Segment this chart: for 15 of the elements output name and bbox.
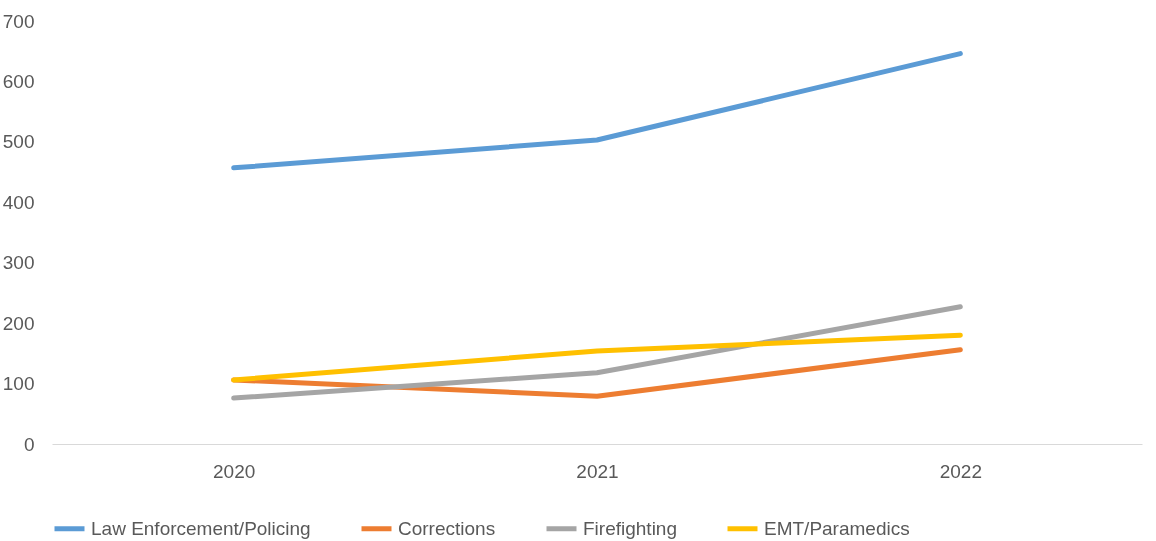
legend-label: Corrections — [398, 517, 496, 539]
y-tick-label: 400 — [2, 191, 35, 213]
legend-label: EMT/Paramedics — [764, 517, 910, 539]
y-tick-label: 200 — [2, 312, 35, 334]
legend-label: Law Enforcement/Policing — [91, 517, 311, 539]
y-tick-label: 0 — [23, 433, 35, 455]
x-tick-label: 2022 — [939, 460, 982, 482]
y-tick-label: 500 — [2, 131, 35, 153]
y-tick-label: 300 — [2, 252, 35, 274]
legend-label: Firefighting — [583, 517, 677, 539]
x-tick-label: 2021 — [576, 460, 619, 482]
x-tick-label: 2020 — [213, 460, 256, 482]
y-tick-label: 700 — [2, 10, 35, 32]
y-tick-label: 600 — [2, 70, 35, 92]
y-tick-label: 100 — [2, 373, 35, 395]
